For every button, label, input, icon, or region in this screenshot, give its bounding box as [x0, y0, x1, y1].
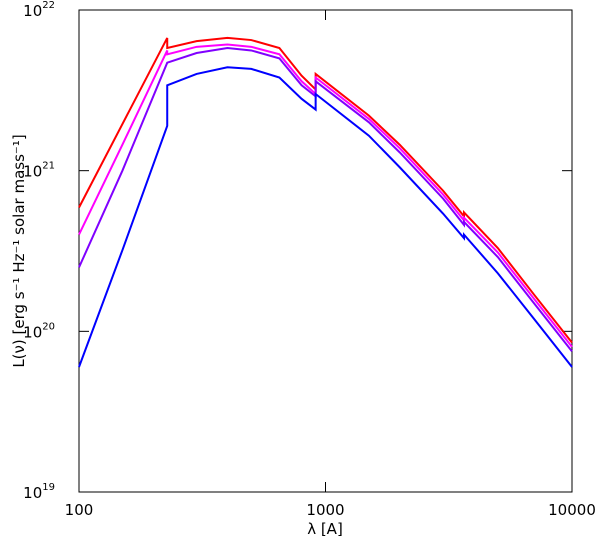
x-axis-label: λ [A] [307, 520, 343, 538]
y-tick-base: 10 [23, 323, 42, 341]
y-tick-exponent: 22 [42, 0, 55, 11]
y-tick-base: 10 [23, 163, 42, 181]
x-tick-label: 10000 [548, 501, 596, 519]
y-tick-label: 1022 [23, 0, 55, 20]
y-tick-exponent: 19 [42, 482, 55, 493]
y-tick-exponent: 20 [42, 321, 55, 332]
y-tick-label: 1021 [23, 161, 55, 181]
y-tick-exponent: 21 [42, 161, 55, 172]
y-axis-label: L(ν) [erg s⁻¹ Hz⁻¹ solar mass⁻¹] [10, 134, 28, 367]
y-tick-label: 1020 [23, 321, 55, 341]
y-tick-base: 10 [23, 484, 42, 502]
y-tick-label: 1019 [23, 482, 55, 502]
series-line [78, 66, 573, 368]
x-tick-label: 1000 [306, 501, 344, 519]
x-tick-label: 100 [65, 501, 94, 519]
series-line [78, 36, 573, 344]
series-line [78, 47, 573, 353]
y-tick-base: 10 [23, 2, 42, 20]
